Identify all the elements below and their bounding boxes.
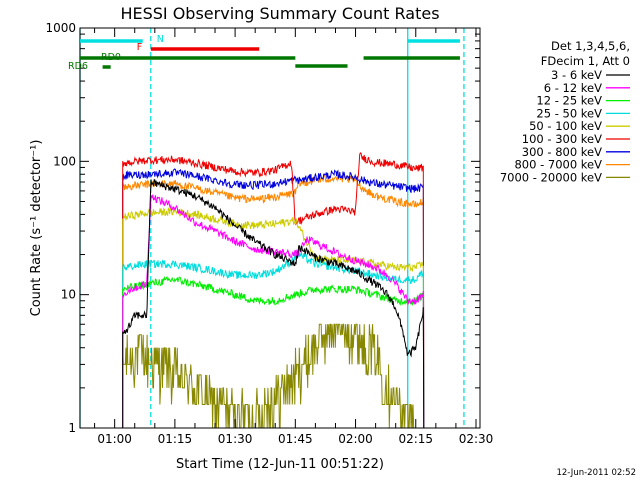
legend-entry-label-2: 12 - 25 keV: [536, 94, 602, 108]
y-tick-label-3: 1000: [45, 21, 76, 35]
y-tick-label-0: 1: [68, 421, 76, 435]
series-line-4: [122, 206, 425, 429]
legend-entry-label-0: 3 - 6 keV: [551, 68, 602, 82]
flag-label-0: N: [157, 34, 164, 45]
series-line-8: [122, 323, 416, 429]
x-tick-label-6: 02:30: [459, 432, 494, 446]
x-tick-label-4: 02:00: [338, 432, 373, 446]
plot-data-layer: [79, 28, 465, 429]
plot-frame: [79, 27, 481, 429]
legend-entry-label-1: 6 - 12 keV: [544, 81, 602, 95]
x-tick-label-0: 01:00: [97, 432, 132, 446]
axes-layer: 1 10 100 1000 01:00 01:15 01:30 01:45 02:00 02:15…: [45, 21, 493, 446]
legend-header-line-1: Det 1,3,4,5,6,: [551, 39, 630, 53]
legend-entry-label-4: 50 - 100 keV: [529, 119, 602, 133]
flag-label-1: F: [137, 42, 142, 53]
flag-bars-layer: N F RD0 RD6: [68, 34, 460, 72]
legend-header-line-2: FDecim 1, Att 0: [541, 54, 630, 68]
x-tick-label-1: 01:15: [158, 432, 193, 446]
y-tick-label-2: 100: [53, 154, 76, 168]
chart-title: HESSI Observing Summary Count Rates: [120, 4, 439, 23]
x-axis-label: Start Time (12-Jun-11 00:51:22): [176, 457, 384, 472]
legend-entry-label-7: 800 - 7000 keV: [514, 158, 602, 172]
legend-entry-label-3: 25 - 50 keV: [536, 106, 602, 120]
x-tick-label-3: 01:45: [278, 432, 313, 446]
series-line-3: [122, 252, 425, 429]
flag-label-4: RD6: [68, 61, 88, 72]
series-line-5: [122, 152, 425, 429]
y-tick-label-1: 10: [61, 288, 76, 302]
legend: Det 1,3,4,5,6, FDecim 1, Att 0 3 - 6 keV…: [500, 39, 630, 184]
x-tick-label-5: 02:15: [398, 432, 433, 446]
series-line-0: [122, 179, 425, 429]
footer-timestamp: 12-Jun-2011 02:52: [556, 468, 636, 478]
series-line-2: [122, 275, 425, 429]
legend-entry-label-8: 7000 - 20000 keV: [500, 170, 602, 184]
series-line-7: [122, 173, 425, 429]
series-line-6: [122, 168, 425, 429]
legend-entry-label-5: 100 - 300 keV: [522, 132, 602, 146]
legend-entry-label-6: 300 - 800 keV: [522, 145, 602, 159]
y-axis-label: Count Rate (s⁻¹ detector⁻¹): [29, 140, 44, 317]
flag-label-2: RD0: [101, 52, 121, 63]
x-tick-label-2: 01:30: [218, 432, 253, 446]
series-line-1: [122, 194, 425, 429]
